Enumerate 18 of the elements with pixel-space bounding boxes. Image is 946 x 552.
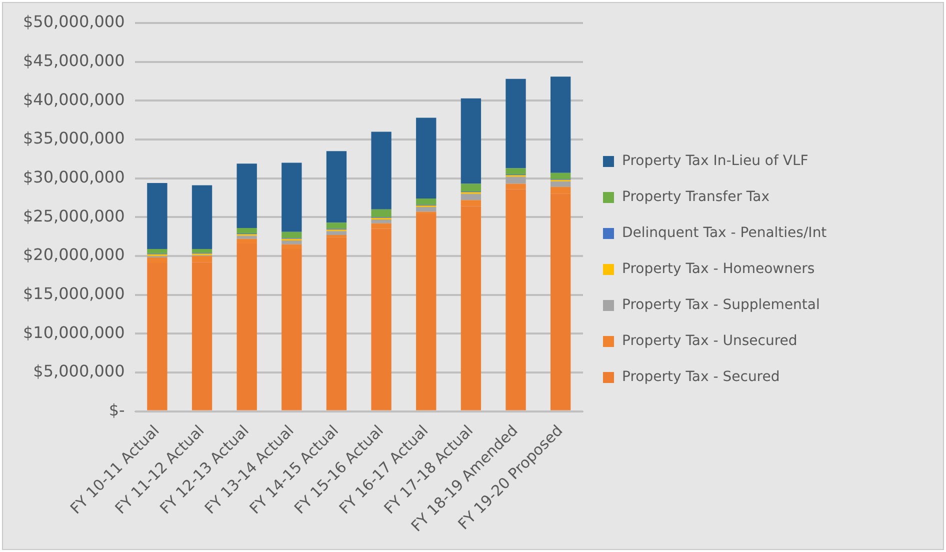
y-tick-label: $40,000,000 <box>22 90 125 109</box>
y-tick-label: $25,000,000 <box>22 206 125 226</box>
y-tick-label: $45,000,000 <box>22 50 125 70</box>
y-tick-label: $5,000,000 <box>33 362 125 381</box>
y-tick-label: $20,000,000 <box>22 245 125 264</box>
legend-label: Property Tax - Unsecured <box>622 333 798 349</box>
legend-label: Property Tax - Secured <box>622 369 780 385</box>
y-tick-label: $30,000,000 <box>22 167 125 186</box>
legend-label: Property Tax In-Lieu of VLF <box>622 153 808 169</box>
legend-label: Delinquent Tax - Penalties/Int <box>622 225 827 241</box>
legend-label: Property Tax - Homeowners <box>622 261 815 277</box>
legend-label: Property Transfer Tax <box>622 189 770 205</box>
y-tick-label: $- <box>108 400 125 420</box>
legend-label: Property Tax - Supplemental <box>622 297 820 313</box>
y-tick-label: $35,000,000 <box>22 128 125 148</box>
y-tick-label: $50,000,000 <box>22 12 125 32</box>
y-tick-label: $15,000,000 <box>22 284 125 303</box>
y-tick-label: $10,000,000 <box>22 322 125 342</box>
